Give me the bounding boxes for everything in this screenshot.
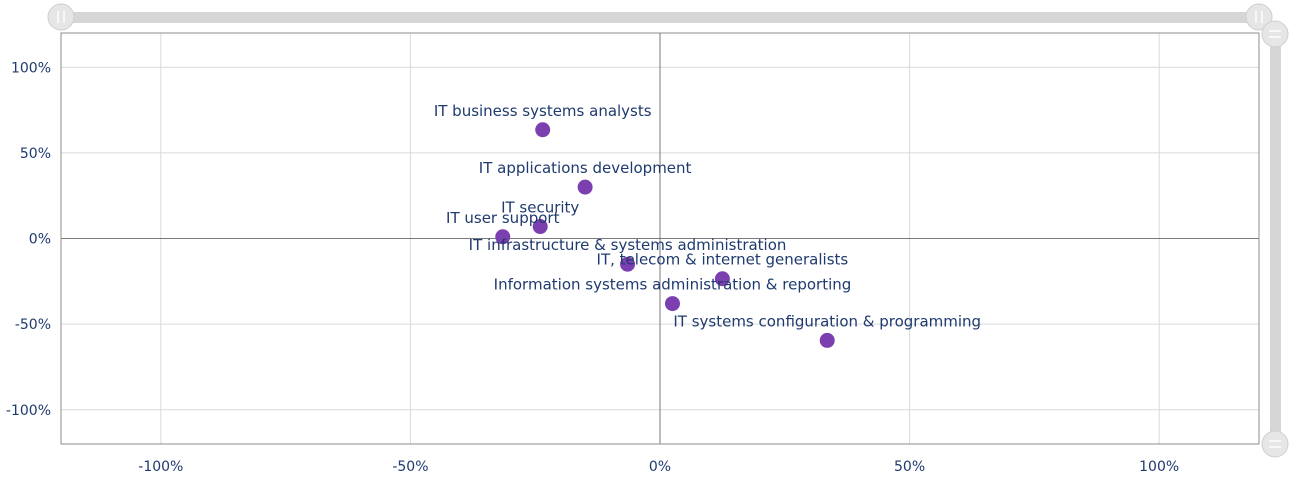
point-label: IT business systems analysts <box>434 102 652 120</box>
y-tick-label: -50% <box>15 317 51 333</box>
vertical-scrollbar-bottom-handle[interactable] <box>1261 430 1289 458</box>
horizontal-range-scrollbar[interactable] <box>47 3 1273 31</box>
x-tick-label: -50% <box>392 459 428 475</box>
point-label: IT, telecom & internet generalists <box>597 251 849 269</box>
point-label: IT security <box>501 199 579 217</box>
point-labels: IT business systems analysts IT applicati… <box>434 102 981 331</box>
horizontal-scrollbar-end-handle[interactable] <box>1245 3 1273 31</box>
vertical-scrollbar-track[interactable] <box>1270 33 1281 444</box>
point-label: IT systems configuration & programming <box>673 312 981 330</box>
plot-frame <box>60 32 1260 445</box>
scatter-point[interactable] <box>620 256 636 272</box>
point-label: Information systems administration & rep… <box>494 276 852 294</box>
scatter-point[interactable] <box>819 332 835 348</box>
x-tick-label: 100% <box>1139 459 1179 475</box>
y-tick-label: 50% <box>20 146 51 162</box>
point-label: IT user support <box>446 209 560 227</box>
scatter-point[interactable] <box>535 122 551 138</box>
x-tick-label: -100% <box>138 459 183 475</box>
vertical-scrollbar-top-handle[interactable] <box>1261 20 1289 48</box>
scatter-point[interactable] <box>495 229 511 245</box>
point-label: IT infrastructure & systems administrati… <box>469 236 787 254</box>
data-points <box>495 122 835 348</box>
y-tick-label: 100% <box>11 60 51 76</box>
scatter-point[interactable] <box>532 219 548 235</box>
x-tick-label: 0% <box>649 459 671 475</box>
y-tick-label: -100% <box>6 403 51 419</box>
y-axis-ticks: 100% 50% 0% -50% -100% <box>6 60 51 419</box>
scatter-point[interactable] <box>714 271 730 287</box>
horizontal-scrollbar-track[interactable] <box>61 12 1259 23</box>
zero-axes <box>61 33 1259 444</box>
horizontal-scrollbar-start-handle[interactable] <box>47 3 75 31</box>
vertical-range-scrollbar[interactable] <box>1261 20 1289 458</box>
y-tick-label: 0% <box>29 232 51 248</box>
scatter-point[interactable] <box>577 179 593 195</box>
scatter-point[interactable] <box>664 296 680 312</box>
x-axis-ticks: -100% -50% 0% 50% 100% <box>138 459 1179 475</box>
x-tick-label: 50% <box>894 459 925 475</box>
point-label: IT applications development <box>479 159 692 177</box>
